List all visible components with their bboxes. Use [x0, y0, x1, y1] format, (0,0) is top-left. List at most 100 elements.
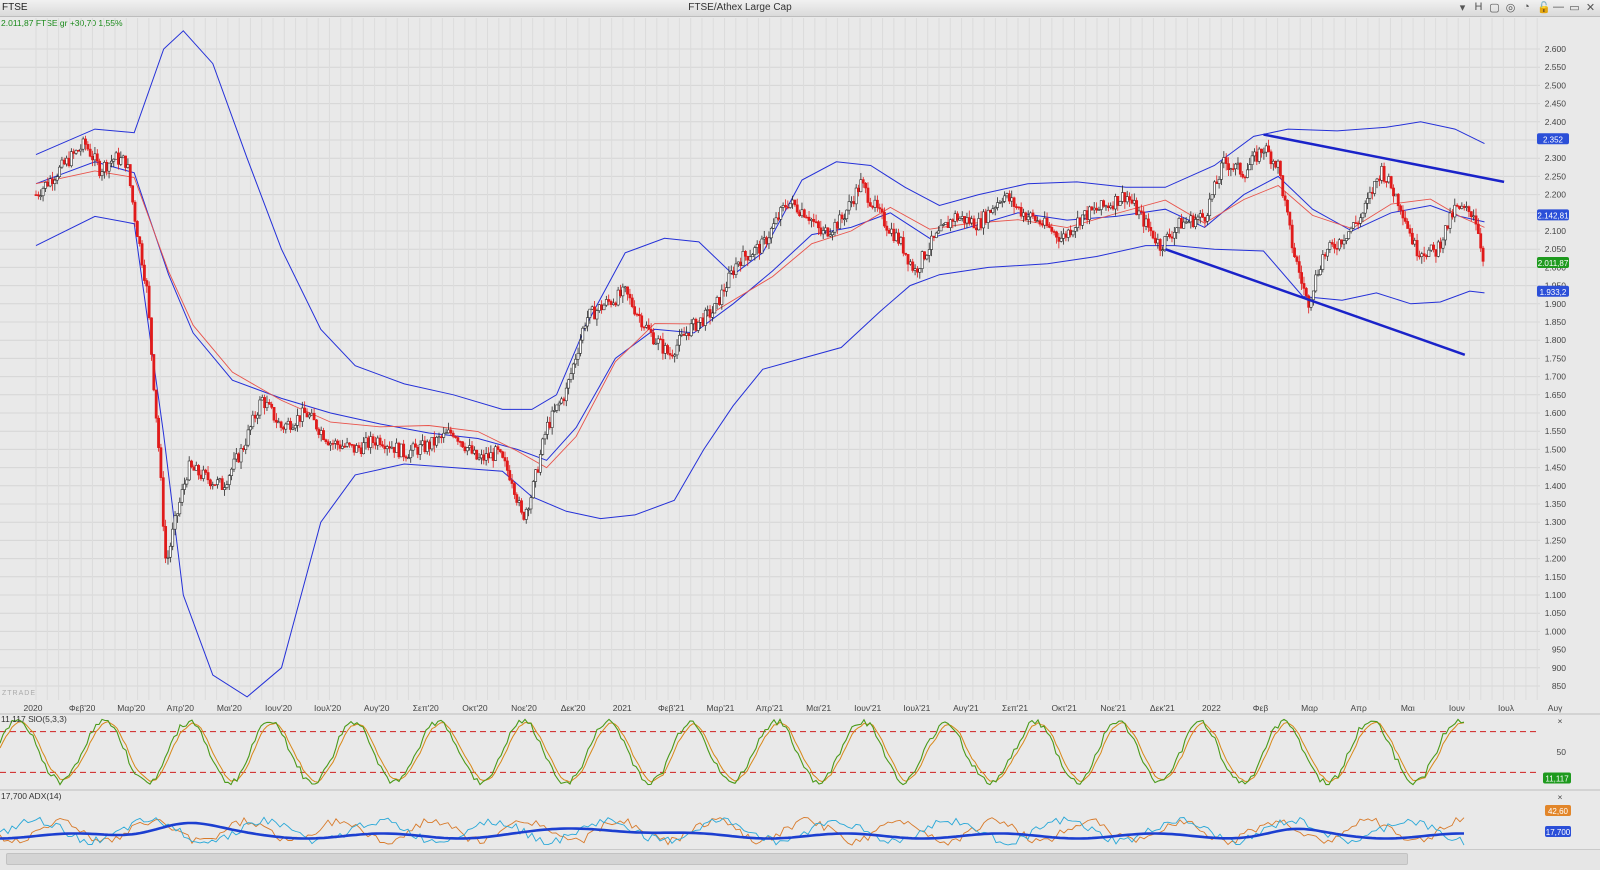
candle	[442, 427, 446, 443]
candle-body	[442, 432, 446, 438]
candle-body	[1432, 244, 1435, 250]
candle-body	[838, 214, 842, 229]
candle	[965, 212, 969, 228]
candle-body	[963, 216, 966, 224]
candle	[682, 327, 686, 336]
candle-body	[824, 227, 827, 231]
candle	[1479, 228, 1483, 252]
candle	[65, 155, 69, 167]
candle-body	[675, 344, 679, 356]
y-tick-label: 1.800	[1545, 335, 1567, 345]
target-icon[interactable]: ◎	[1505, 2, 1516, 14]
x-tick-label: 2021	[613, 703, 632, 713]
candle-body	[835, 222, 839, 229]
y-tick-label: 1.400	[1545, 481, 1567, 491]
horizontal-scrollbar[interactable]	[0, 849, 1600, 870]
candle	[315, 419, 318, 432]
candle-body	[1479, 233, 1483, 249]
candle-body	[1377, 178, 1381, 181]
candle	[1222, 151, 1226, 169]
candle	[920, 250, 924, 273]
candle	[892, 223, 896, 243]
candle-body	[661, 339, 665, 354]
candle	[69, 148, 73, 168]
candle-body	[1217, 179, 1221, 184]
candle	[901, 231, 905, 257]
price-tag	[1537, 257, 1569, 269]
x-tick-label: Ιουλ	[1498, 703, 1515, 713]
candle-body	[84, 138, 87, 145]
candles	[34, 135, 1485, 565]
close-icon[interactable]: ✕	[1585, 2, 1596, 14]
candle	[225, 480, 229, 490]
candle	[934, 231, 938, 239]
candle-body	[1420, 253, 1424, 257]
candle	[1418, 250, 1421, 260]
candle-body	[1215, 181, 1219, 184]
candle	[548, 416, 552, 430]
candle	[802, 208, 806, 218]
candle	[986, 206, 990, 229]
candle-body	[46, 182, 50, 187]
pie-icon[interactable]: ◔	[1523, 1, 1530, 13]
candle-body	[373, 442, 377, 446]
candle-body	[282, 427, 285, 430]
candle-body	[1248, 164, 1252, 171]
candle	[216, 476, 219, 489]
candle	[206, 466, 210, 484]
candle-body	[536, 469, 540, 473]
candle	[1026, 210, 1030, 225]
restore-icon[interactable]: ▭	[1569, 2, 1580, 14]
candle-body	[864, 182, 867, 189]
y-tick-label: 1.900	[1545, 299, 1567, 309]
candle	[918, 268, 922, 279]
candle	[623, 285, 627, 293]
candle	[143, 259, 146, 284]
candle-body	[336, 440, 340, 446]
minimize-icon[interactable]: —	[1553, 1, 1564, 13]
x-tick-label: Σεπ'20	[413, 703, 439, 713]
candle-body	[1267, 145, 1271, 153]
candle	[1217, 176, 1221, 189]
candle-body	[1043, 217, 1047, 226]
candle	[501, 450, 505, 459]
candle	[993, 205, 997, 216]
y-tick-label: 1.850	[1545, 317, 1567, 327]
candle	[875, 195, 879, 212]
candle	[842, 213, 846, 226]
candle-body	[1066, 229, 1070, 238]
candle-body	[842, 218, 846, 221]
y-tick-label: 1.750	[1545, 353, 1567, 363]
candle-body	[850, 201, 853, 203]
candle	[150, 317, 153, 361]
candle-body	[249, 426, 252, 431]
candle-body	[1286, 199, 1289, 213]
candle	[1352, 222, 1355, 230]
square-icon[interactable]: ▢	[1489, 2, 1500, 14]
candle-body	[513, 483, 516, 495]
candle-body	[885, 225, 889, 231]
candle	[1015, 203, 1018, 210]
candle-body	[65, 157, 69, 165]
candle	[211, 481, 215, 490]
watermark-logo: ZTRADE	[2, 690, 36, 697]
candle	[765, 235, 769, 248]
candle-body	[1436, 241, 1440, 257]
candle	[421, 434, 424, 447]
x-tick-label: Μαρ'21	[706, 703, 734, 713]
unlock-icon[interactable]: 🔓	[1537, 2, 1551, 14]
candle-body	[435, 437, 439, 446]
candle-body	[1017, 206, 1021, 209]
candle	[831, 230, 834, 241]
candle	[668, 346, 672, 360]
candle-body	[449, 429, 453, 434]
h-button[interactable]: H	[1474, 1, 1483, 13]
candle	[647, 318, 651, 330]
candle	[1170, 231, 1174, 243]
candle	[1335, 241, 1339, 256]
candle	[135, 220, 139, 238]
dropdown-chevron-icon[interactable]: ▾	[1459, 2, 1466, 14]
candle	[1366, 192, 1369, 210]
scroll-thumb[interactable]	[6, 853, 1408, 865]
